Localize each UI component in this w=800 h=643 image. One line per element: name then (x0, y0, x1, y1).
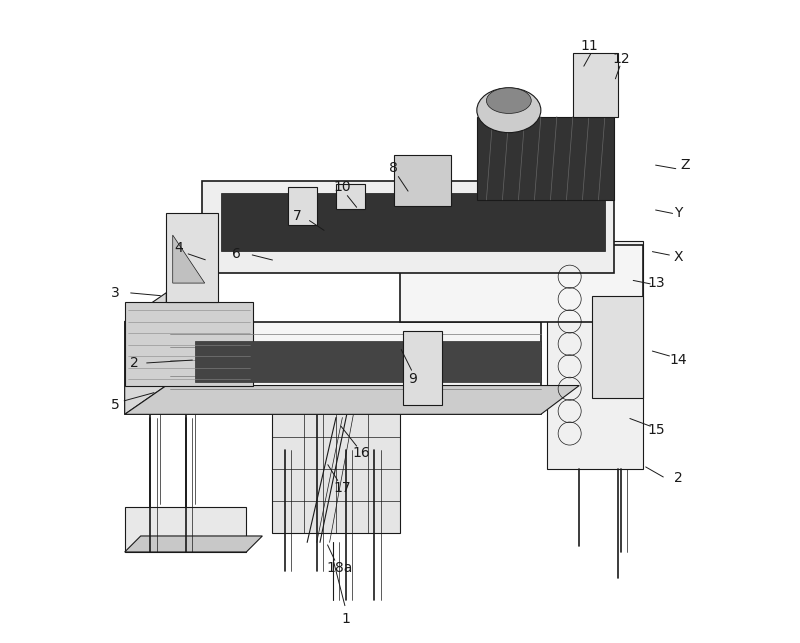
Text: 3: 3 (110, 285, 119, 300)
Text: 10: 10 (334, 180, 351, 194)
Polygon shape (166, 213, 218, 302)
Text: 7: 7 (293, 209, 302, 223)
Ellipse shape (486, 88, 531, 113)
Polygon shape (394, 155, 451, 206)
Text: 14: 14 (670, 353, 687, 367)
Polygon shape (403, 331, 442, 404)
Text: 2: 2 (130, 356, 138, 370)
Text: 6: 6 (232, 248, 241, 261)
Polygon shape (288, 187, 317, 226)
Polygon shape (173, 235, 205, 283)
Polygon shape (125, 386, 579, 414)
Polygon shape (125, 536, 262, 552)
Polygon shape (125, 293, 166, 414)
Text: 17: 17 (334, 481, 351, 495)
Text: X: X (674, 251, 683, 264)
Text: 12: 12 (612, 52, 630, 66)
Text: 18a: 18a (326, 561, 352, 575)
Polygon shape (573, 53, 618, 116)
Polygon shape (125, 507, 246, 552)
Text: Z: Z (680, 158, 690, 172)
Polygon shape (195, 341, 541, 383)
Polygon shape (125, 302, 253, 386)
Text: Y: Y (674, 206, 682, 220)
Text: 9: 9 (408, 372, 418, 386)
Text: 4: 4 (174, 241, 183, 255)
Text: 1: 1 (341, 612, 350, 626)
Polygon shape (547, 242, 643, 469)
Polygon shape (221, 194, 605, 251)
Polygon shape (272, 398, 400, 533)
Text: 5: 5 (110, 398, 119, 412)
Polygon shape (336, 184, 365, 210)
Text: 15: 15 (647, 423, 665, 437)
Polygon shape (477, 116, 614, 200)
Ellipse shape (477, 88, 541, 132)
Text: 8: 8 (389, 161, 398, 175)
Text: 2: 2 (674, 471, 683, 485)
Polygon shape (202, 181, 614, 273)
Polygon shape (592, 296, 643, 398)
Text: 16: 16 (353, 446, 370, 460)
Polygon shape (125, 322, 541, 414)
Text: 11: 11 (580, 39, 598, 53)
Text: 13: 13 (647, 276, 665, 290)
Polygon shape (400, 245, 643, 322)
